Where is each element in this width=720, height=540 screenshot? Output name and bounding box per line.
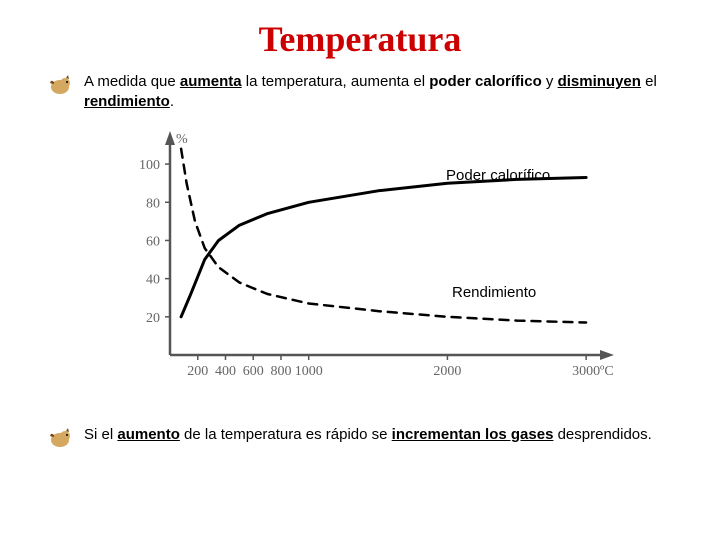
text: Si el (84, 426, 117, 443)
text: A medida que (84, 73, 180, 90)
svg-text:2000: 2000 (433, 364, 461, 379)
text-emph: aumenta (180, 73, 242, 90)
chart: 20 40 60 80 100 200 400 600 800 1000 2000 3000% ºC Po… (100, 125, 620, 415)
svg-text:80: 80 (146, 196, 160, 211)
svg-text:ºC: ºC (600, 364, 614, 379)
text-emph: incrementan los gases (392, 426, 554, 443)
chart-svg: 20 40 60 80 100 200 400 600 800 1000 2000 3000% ºC Po… (100, 125, 620, 415)
svg-text:40: 40 (146, 272, 160, 287)
page-title: Temperatura (0, 0, 720, 68)
bullet-2: Si el aumento de la temperatura es rápid… (0, 421, 720, 453)
slide: Temperatura A medida que aumenta la temp… (0, 0, 720, 540)
svg-text:Rendimiento: Rendimiento (452, 284, 536, 301)
svg-text:Poder calorífico: Poder calorífico (446, 167, 550, 184)
horse-icon (48, 427, 74, 449)
horse-icon (48, 74, 74, 96)
svg-text:1000: 1000 (295, 364, 323, 379)
svg-text:400: 400 (215, 364, 236, 379)
text: de la temperatura es rápido se (180, 426, 392, 443)
text-emph: disminuyen (558, 73, 641, 90)
svg-text:200: 200 (187, 364, 208, 379)
bullet-2-text: Si el aumento de la temperatura es rápid… (84, 425, 680, 445)
svg-text:60: 60 (146, 234, 160, 249)
bullet-1: A medida que aumenta la temperatura, aum… (0, 68, 720, 117)
svg-text:3000: 3000 (572, 364, 600, 379)
text-emph: aumento (117, 426, 180, 443)
svg-text:600: 600 (243, 364, 264, 379)
text: la temperatura, aumenta el (242, 73, 430, 90)
text-emph: poder calorífico (429, 73, 542, 90)
svg-text:20: 20 (146, 310, 160, 325)
bullet-1-text: A medida que aumenta la temperatura, aum… (84, 72, 680, 113)
text: . (170, 93, 174, 110)
text: desprendidos. (553, 426, 651, 443)
text-emph: rendimiento (84, 93, 170, 110)
svg-text:800: 800 (270, 364, 291, 379)
svg-text:100: 100 (139, 158, 160, 173)
text: el (641, 73, 657, 90)
text: y (542, 73, 558, 90)
svg-text:%: % (176, 132, 188, 147)
